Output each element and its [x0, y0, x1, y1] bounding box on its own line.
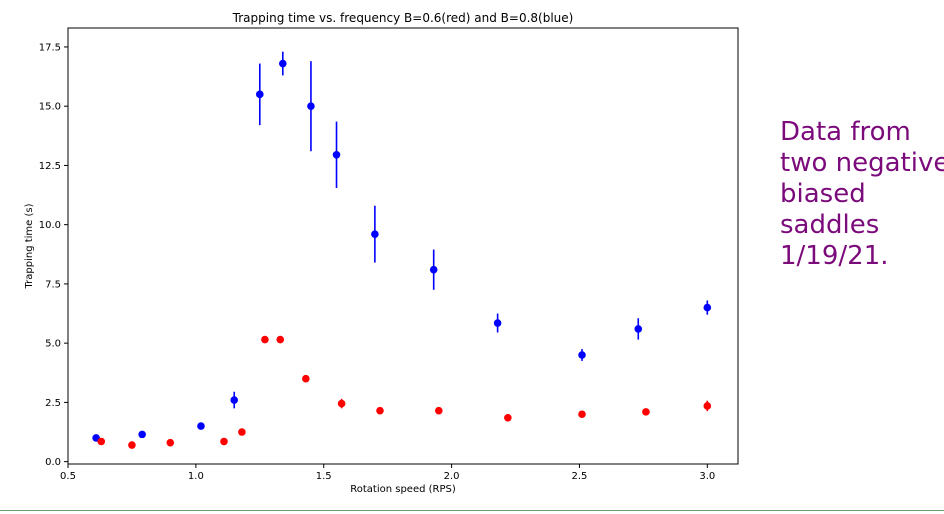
- data-point: [307, 102, 315, 110]
- data-point: [261, 335, 269, 344]
- data-point: [166, 438, 175, 447]
- data-point: [429, 265, 438, 274]
- y-tick-label: 0.0: [45, 457, 61, 468]
- y-tick-label: 12.5: [39, 161, 61, 172]
- plot-frame: [67, 27, 739, 465]
- annotation-line: Data from: [780, 117, 911, 147]
- x-axis-label: Rotation speed (RPS): [350, 484, 456, 495]
- data-point: [504, 413, 512, 422]
- data-point: [376, 406, 384, 415]
- x-tick-label: 1.0: [188, 471, 204, 482]
- data-point: [302, 374, 310, 383]
- data-point: [703, 402, 712, 410]
- x-tick-label: 2.5: [571, 471, 587, 482]
- annotation-note: Data from two negative biased saddles 1/…: [780, 117, 944, 272]
- annotation-line: saddles: [780, 210, 880, 240]
- y-tick-label: 5.0: [45, 339, 61, 350]
- data-point: [634, 325, 643, 333]
- chart-title: Trapping time vs. frequency B=0.6(red) a…: [232, 11, 574, 25]
- annotation-line: 1/19/21.: [780, 241, 889, 271]
- data-point: [578, 351, 586, 359]
- data-point: [255, 90, 264, 99]
- y-tick-label: 7.5: [45, 279, 61, 290]
- data-point: [493, 319, 502, 327]
- y-axis-label: Trapping time (s): [24, 203, 35, 289]
- annotation-line: two negative: [780, 148, 944, 178]
- data-point: [197, 422, 205, 430]
- annotation-line: biased: [780, 179, 866, 209]
- x-tick-label: 3.0: [699, 471, 715, 482]
- data-point: [371, 230, 379, 238]
- x-tick-label: 1.5: [316, 471, 332, 482]
- y-tick-label: 17.5: [39, 42, 61, 53]
- y-tick-label: 2.5: [45, 398, 61, 409]
- data-point: [128, 441, 136, 449]
- data-point: [138, 430, 146, 439]
- data-point: [435, 406, 443, 415]
- data-point: [279, 59, 287, 68]
- data-point: [578, 410, 586, 419]
- data-point: [337, 399, 346, 408]
- y-tick-label: 10.0: [39, 220, 61, 231]
- y-tick-label: 15.0: [39, 102, 61, 113]
- plot-layer: 0.5 1.0 1.5 2.0 2.5 3.0 0.0 2.5 5.0 7.5 10.0 12.5 15…: [39, 27, 739, 482]
- x-tick-label: 2.0: [444, 471, 460, 482]
- data-point: [332, 150, 341, 159]
- data-point: [276, 335, 285, 344]
- data-point: [642, 408, 650, 416]
- x-tick-label: 0.5: [60, 471, 76, 482]
- data-point: [220, 437, 228, 446]
- data-point: [230, 396, 239, 404]
- data-point: [703, 303, 712, 312]
- data-point: [97, 437, 106, 446]
- data-point: [238, 428, 246, 436]
- bottom-divider: [0, 510, 944, 511]
